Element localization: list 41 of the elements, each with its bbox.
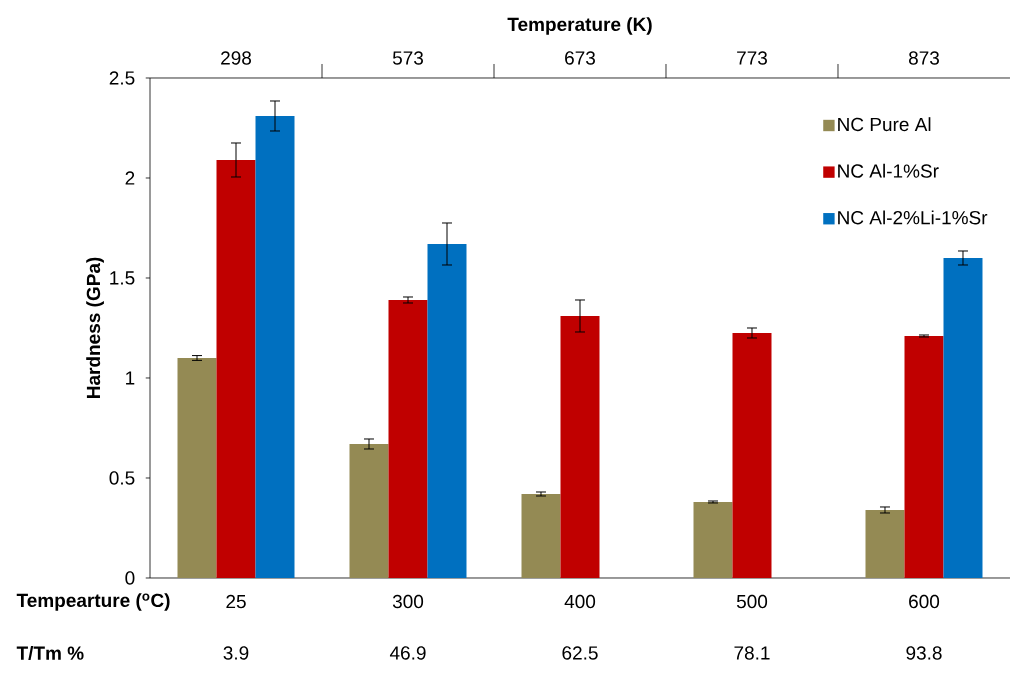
y-tick-label: 2 xyxy=(125,171,135,185)
text: 78.1 xyxy=(734,646,770,660)
text: 298 xyxy=(221,51,252,65)
y-axis-title: Hardness (GPa) xyxy=(86,257,104,398)
text: 773 xyxy=(737,51,767,65)
legend-label: NC Al-1%Sr xyxy=(838,163,939,178)
bar xyxy=(521,493,561,578)
y-tick-label: 0 xyxy=(125,571,135,585)
text: 573 xyxy=(392,51,423,65)
text: 873 xyxy=(908,51,939,65)
bar xyxy=(904,335,944,578)
bar xyxy=(388,299,428,578)
bar xyxy=(427,243,467,578)
x-axis-title: Tempearture ($^{o}$C) xyxy=(16,593,170,611)
y-tick-label: 0.5 xyxy=(109,471,135,485)
x-tick-label: 25 xyxy=(226,594,246,609)
legend-label: NC Al-2%Li-1%Sr xyxy=(838,210,988,225)
x2-axis-title: Temperature (K) xyxy=(507,17,652,35)
bar xyxy=(732,332,772,578)
x-tick-label: 600 xyxy=(909,594,940,609)
text: T/Tm % xyxy=(16,645,84,661)
bar xyxy=(177,357,217,578)
bar xyxy=(216,159,256,578)
bar xyxy=(560,315,600,578)
text: 62.5 xyxy=(562,646,598,660)
text: 93.8 xyxy=(906,646,942,660)
x-tick-label: 400 xyxy=(564,594,596,609)
y-tick-label: 2.5 xyxy=(109,71,135,85)
x-tick-label: 500 xyxy=(736,594,768,609)
legend-label: NC Pure Al xyxy=(838,117,931,132)
bar xyxy=(349,443,389,578)
bar xyxy=(865,509,905,578)
bar xyxy=(943,257,983,578)
x-tick-label: 300 xyxy=(392,594,424,609)
text: 46.9 xyxy=(389,646,426,660)
bar xyxy=(255,115,295,578)
bar xyxy=(693,501,733,578)
y-tick-label: 1 xyxy=(126,371,135,385)
text: 3.9 xyxy=(223,646,249,660)
y-tick-label: 1.5 xyxy=(110,271,135,285)
text: 673 xyxy=(565,51,595,65)
